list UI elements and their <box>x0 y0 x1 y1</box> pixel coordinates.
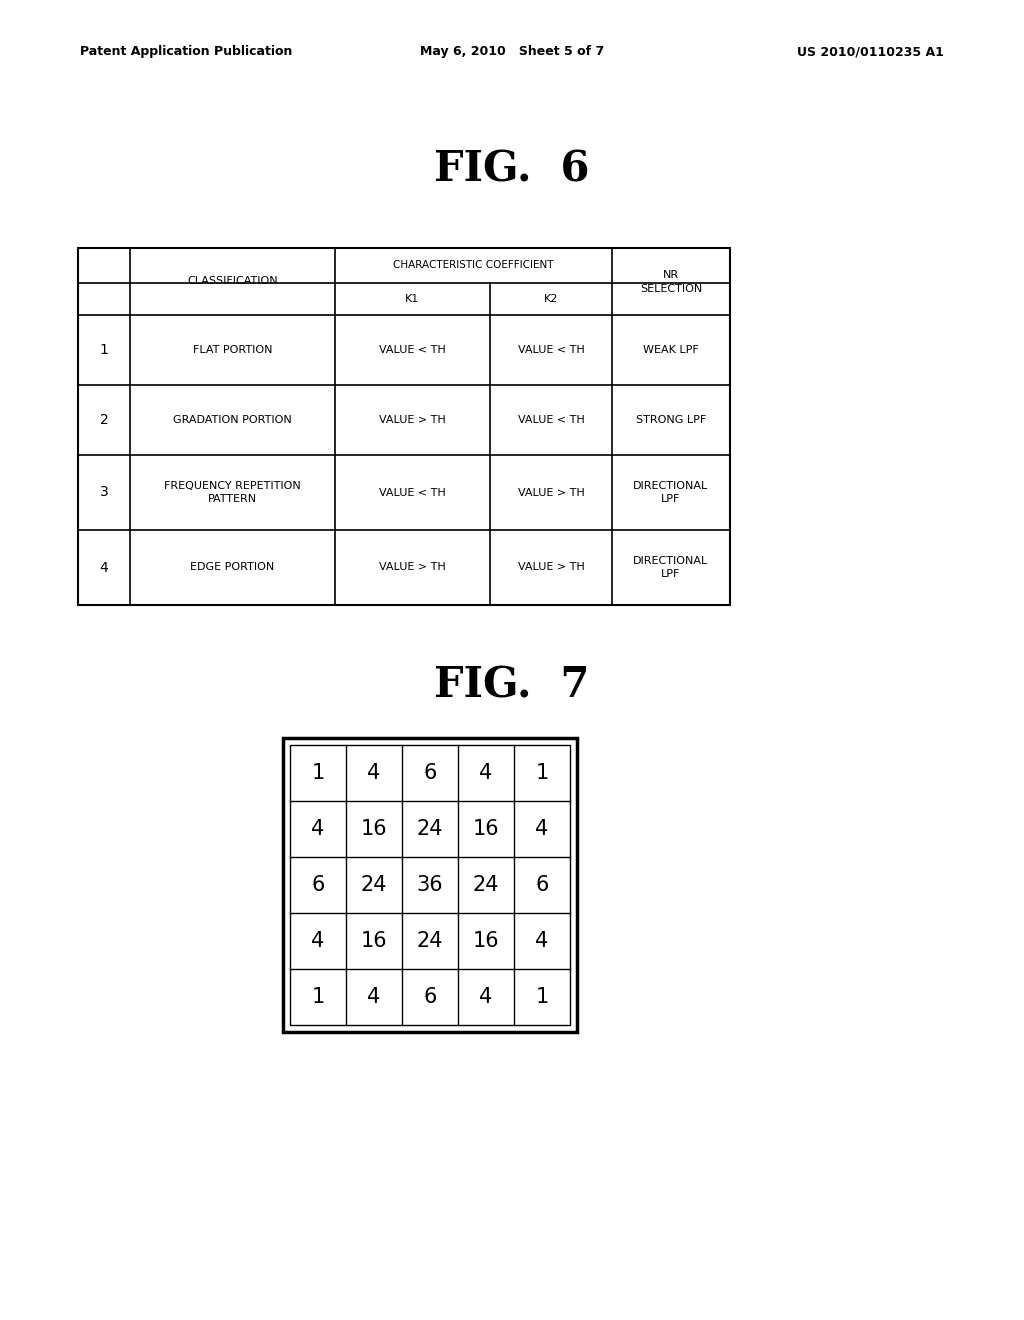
Text: FIG.  6: FIG. 6 <box>434 149 590 191</box>
Text: 6: 6 <box>311 875 325 895</box>
Bar <box>78 248 730 605</box>
Text: 24: 24 <box>360 875 387 895</box>
Text: VALUE < TH: VALUE < TH <box>517 414 585 425</box>
Text: CLASSIFICATION: CLASSIFICATION <box>187 276 278 286</box>
Text: FIG.  7: FIG. 7 <box>434 664 590 706</box>
Text: VALUE > TH: VALUE > TH <box>379 414 445 425</box>
Text: 16: 16 <box>473 818 500 840</box>
Text: 2: 2 <box>99 413 109 426</box>
Text: 4: 4 <box>311 818 325 840</box>
Text: 6: 6 <box>423 987 436 1007</box>
Text: 16: 16 <box>360 818 387 840</box>
Text: 6: 6 <box>423 763 436 783</box>
Text: 16: 16 <box>473 931 500 950</box>
Text: 24: 24 <box>417 818 443 840</box>
Text: 1: 1 <box>99 343 109 356</box>
Text: DIRECTIONAL
LPF: DIRECTIONAL LPF <box>634 480 709 504</box>
Text: NR
SELECTION: NR SELECTION <box>640 269 702 293</box>
Text: STRONG LPF: STRONG LPF <box>636 414 707 425</box>
Text: VALUE < TH: VALUE < TH <box>379 487 445 498</box>
Text: 4: 4 <box>536 931 549 950</box>
Text: GRADATION PORTION: GRADATION PORTION <box>173 414 292 425</box>
Text: EDGE PORTION: EDGE PORTION <box>190 562 274 573</box>
Text: VALUE > TH: VALUE > TH <box>517 562 585 573</box>
Text: WEAK LPF: WEAK LPF <box>643 345 698 355</box>
Text: FREQUENCY REPETITION
PATTERN: FREQUENCY REPETITION PATTERN <box>164 480 301 504</box>
Text: US 2010/0110235 A1: US 2010/0110235 A1 <box>797 45 944 58</box>
Text: CHARACTERISTIC COEFFICIENT: CHARACTERISTIC COEFFICIENT <box>393 260 554 271</box>
Text: K1: K1 <box>406 294 420 304</box>
Text: 3: 3 <box>99 486 109 499</box>
Text: 36: 36 <box>417 875 443 895</box>
Text: VALUE < TH: VALUE < TH <box>379 345 445 355</box>
Text: May 6, 2010   Sheet 5 of 7: May 6, 2010 Sheet 5 of 7 <box>420 45 604 58</box>
Text: 1: 1 <box>536 763 549 783</box>
Text: DIRECTIONAL
LPF: DIRECTIONAL LPF <box>634 556 709 579</box>
Text: VALUE > TH: VALUE > TH <box>517 487 585 498</box>
Text: 1: 1 <box>311 763 325 783</box>
Text: 4: 4 <box>479 763 493 783</box>
Text: 4: 4 <box>368 987 381 1007</box>
Text: VALUE > TH: VALUE > TH <box>379 562 445 573</box>
Bar <box>283 738 577 1032</box>
Text: Patent Application Publication: Patent Application Publication <box>80 45 293 58</box>
Text: 16: 16 <box>360 931 387 950</box>
Text: FLAT PORTION: FLAT PORTION <box>193 345 272 355</box>
Text: 1: 1 <box>536 987 549 1007</box>
Text: 1: 1 <box>311 987 325 1007</box>
Text: 24: 24 <box>417 931 443 950</box>
Text: 4: 4 <box>368 763 381 783</box>
Text: 4: 4 <box>99 561 109 574</box>
Text: 4: 4 <box>311 931 325 950</box>
Text: 4: 4 <box>479 987 493 1007</box>
Text: VALUE < TH: VALUE < TH <box>517 345 585 355</box>
Bar <box>290 744 570 1026</box>
Text: K2: K2 <box>544 294 558 304</box>
Text: 4: 4 <box>536 818 549 840</box>
Text: 6: 6 <box>536 875 549 895</box>
Text: 24: 24 <box>473 875 500 895</box>
